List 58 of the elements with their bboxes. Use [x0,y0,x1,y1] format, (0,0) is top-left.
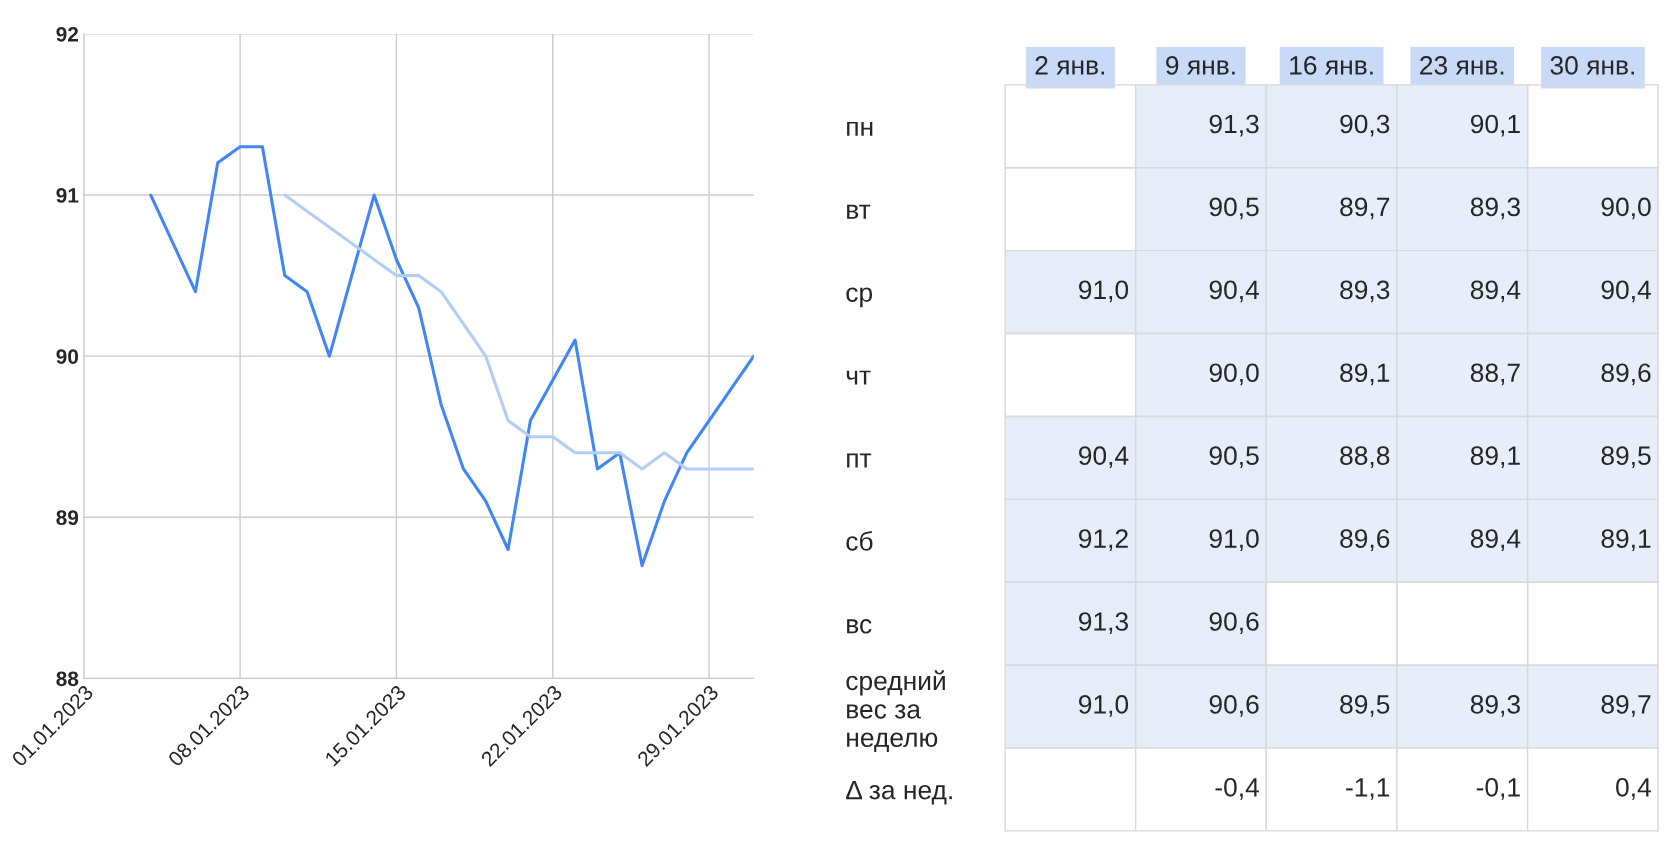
data-label: 91,0 [1209,529,1259,552]
data-label: 89,5 [1601,446,1651,469]
x-tick-label: 16 янв. [1290,56,1373,75]
data-label: 90,0 [1601,197,1651,220]
data-label: 89,7 [1340,197,1390,220]
y-tick-label: вт [847,204,871,219]
y-tick-label: пт [847,453,872,468]
line-series [283,193,754,471]
y-tick-label: сб [846,531,873,551]
data-label: 89,7 [1601,695,1651,717]
data-label: 89,3 [1470,695,1520,717]
y-tick-label: средний вес за неделю [846,670,945,753]
y-tick-label: вс [847,619,872,634]
data-label: 89,5 [1340,695,1390,717]
x-tick-label: 9 янв. [1166,56,1235,75]
data-label: 90,4 [1079,446,1129,469]
data-label: 88,8 [1340,446,1390,469]
y-tick-label: 88 [56,671,79,687]
data-label: 89,3 [1470,197,1520,220]
y-tick-label: пн [847,121,873,136]
y-tick-label: чт [846,370,871,385]
data-label: 89,4 [1470,529,1521,552]
y-tick-label: 91 [56,188,79,203]
data-label: -0,1 [1476,777,1520,800]
data-label: 91,0 [1079,280,1129,303]
data-label: -0,4 [1215,777,1259,800]
y-tick-label: 92 [56,26,79,42]
data-label: 91,0 [1079,695,1129,717]
data-label: 90,5 [1209,197,1259,220]
data-label: 89,1 [1340,363,1390,386]
data-label: 89,4 [1470,280,1521,303]
data-label: 90,5 [1209,446,1259,469]
data-label: 91,2 [1079,529,1128,552]
data-label: 89,1 [1601,529,1651,552]
data-label: 90,0 [1209,363,1259,386]
data-label: 90,1 [1470,114,1520,137]
data-label: 89,3 [1340,280,1390,303]
data-label: 91,3 [1209,114,1259,137]
data-label: 89,1 [1470,446,1520,469]
y-tick-label: Δ за нед. [846,780,952,805]
x-tick-label: 23 янв. [1420,56,1504,75]
data-label: 90,3 [1340,114,1390,137]
y-tick-label: 90 [56,349,79,364]
y-tick-label: ср [846,287,873,308]
data-label: 90,4 [1601,280,1651,303]
data-label: 89,6 [1340,529,1390,552]
line-series [149,145,754,568]
data-label: 89,6 [1601,363,1651,386]
data-label: 0,4 [1616,777,1651,800]
data-label: 88,7 [1470,363,1520,386]
data-label: -1,1 [1346,778,1390,800]
data-label: 90,6 [1209,612,1259,634]
x-tick-label: 2 янв. [1035,56,1105,75]
data-label: 90,4 [1209,280,1259,303]
data-label: 90,6 [1209,695,1259,717]
y-tick-label: 89 [56,510,79,526]
x-tick-label: 30 янв. [1550,56,1634,75]
data-label: 91,3 [1079,612,1128,634]
